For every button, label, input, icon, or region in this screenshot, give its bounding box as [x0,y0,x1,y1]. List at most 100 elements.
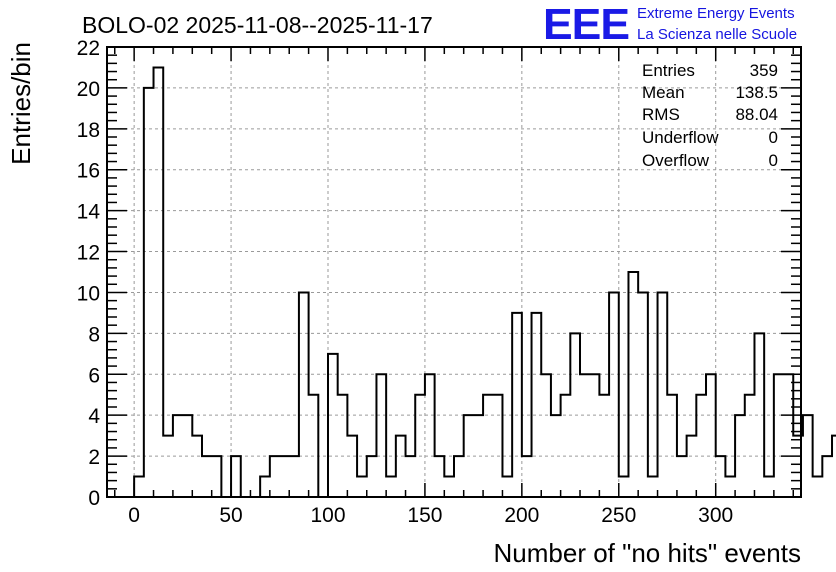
histogram-bin [144,88,154,497]
y-tick-label: 22 [77,37,100,60]
y-tick-label: 0 [88,487,100,510]
histogram-bin [532,313,542,497]
histogram-bin [667,395,677,497]
histogram-bins [134,67,836,497]
axes-frame [106,46,802,498]
histogram-bin [677,456,687,497]
histogram-bin [212,456,222,497]
x-tick-label: 250 [601,504,636,527]
histogram-bin [483,395,493,497]
histogram-bin [299,292,309,497]
histogram-bin [502,477,512,497]
axis-ticks: 0 50 100 150 200 250 300 0 2 4 6 8 10 12 14 16 18 20 22 [77,37,801,527]
x-tick-label: 150 [407,504,442,527]
logo-line-1: Extreme Energy Events [637,5,795,22]
histogram-bin [270,456,280,497]
histogram-bin [396,436,406,497]
histogram-bin [784,374,794,497]
histogram-bin [386,477,396,497]
histogram-bin [289,456,299,497]
histogram-bin [658,292,668,497]
histogram-bin [706,374,716,497]
histogram-bin [435,456,445,497]
histogram-bin [183,415,193,497]
histogram-bin [561,395,571,497]
stat-row-underflow: Underflow 0 [642,128,778,147]
histogram-bin [648,477,658,497]
histogram-bin [628,272,638,497]
histogram-bin [173,415,183,497]
x-tick-label: 200 [504,504,539,527]
y-tick-label: 16 [77,160,100,183]
stat-row-rms: RMS 88.04 [642,105,778,124]
y-tick-label: 10 [77,282,100,305]
histogram-bin [512,313,522,497]
y-tick-label: 14 [77,201,101,224]
histogram-outline [133,66,836,498]
histogram-bin [522,456,532,497]
histogram-bin [541,374,551,497]
histogram-bin [735,415,745,497]
histogram-bin [716,456,726,497]
stat-label: Underflow [642,128,719,147]
histogram-bin [347,436,357,497]
histogram-bin [154,67,164,497]
histogram-bin [163,436,173,497]
y-tick-label: 20 [77,78,100,101]
y-tick-label: 12 [77,242,100,265]
histogram-bin [638,292,648,497]
x-tick-label: 300 [698,504,733,527]
histogram-bin [328,354,338,497]
eee-logo: EEE Extreme Energy Events La Scienza nel… [543,0,797,49]
grid-lines [107,46,801,498]
stat-label: Overflow [642,151,710,170]
x-axis-label: Number of "no hits" events [494,538,802,568]
stat-value: 0 [769,151,778,170]
y-tick-label: 4 [88,405,100,428]
logo-line-2: La Scienza nelle Scuole [637,26,797,43]
histogram-bin [580,374,590,497]
histogram-bin [192,436,202,497]
x-tick-label: 100 [310,504,345,527]
stat-label: RMS [642,105,680,124]
stat-value: 88.04 [735,105,778,124]
histogram-bin [202,456,212,497]
y-tick-label: 18 [77,119,100,142]
histogram-bin [415,395,425,497]
histogram-bin [406,456,416,497]
histogram-bin [754,333,764,497]
histogram-bin [493,395,503,497]
x-tick-label: 50 [219,504,242,527]
histogram-bin [473,415,483,497]
histogram-bin [376,374,386,497]
histogram-bin [822,456,832,497]
histogram-bin [357,477,367,497]
histogram-bin [609,292,619,497]
histogram-bin [725,477,735,497]
histogram-bin [803,415,813,497]
stat-row-overflow: Overflow 0 [642,151,778,170]
histogram-bin [338,395,348,497]
histogram-bin [813,477,823,497]
histogram-bin [454,456,464,497]
histogram-bin [231,456,241,497]
stat-value: 138.5 [735,83,778,102]
stat-label: Entries [642,61,695,80]
stat-label: Mean [642,83,685,102]
histogram-bin [260,477,270,497]
histogram-bin [444,477,454,497]
histogram-bin [745,395,755,497]
histogram-bin [570,333,580,497]
histogram-bin [619,477,629,497]
chart-title: BOLO-02 2025-11-08--2025-11-17 [82,12,433,38]
y-tick-label: 6 [88,364,100,387]
stat-value: 0 [769,128,778,147]
stats-box: Entries 359 Mean 138.5 RMS 88.04 Underfl… [642,61,778,170]
stat-row-mean: Mean 138.5 [642,83,778,102]
logo-mark: EEE [543,0,629,49]
histogram-bin [425,374,435,497]
stat-row-entries: Entries 359 [642,61,778,80]
histogram-bin [764,477,774,497]
histogram-bin [696,395,706,497]
